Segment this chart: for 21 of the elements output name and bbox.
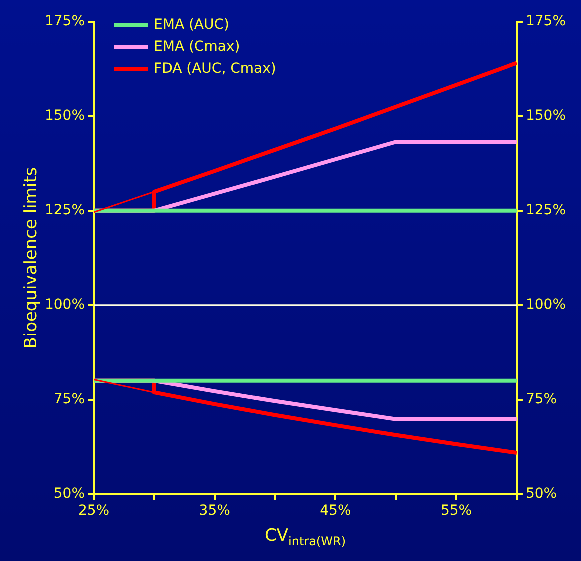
y2-tick-label: 175% — [526, 14, 566, 30]
y-tick-label: 50% — [54, 486, 86, 502]
y-tick-label: 175% — [44, 14, 86, 30]
y2-tick-label: 125% — [526, 202, 566, 219]
legend-label: EMA (AUC) — [154, 17, 230, 33]
y-axis-title: Bioequivalence limits — [21, 167, 42, 349]
x-tick-label: 35% — [199, 503, 230, 520]
y-tick-label: 100% — [44, 296, 86, 313]
x-axis-title: CV$_{intra(WR)}$ — [265, 526, 346, 549]
x-tick-label: 55% — [440, 503, 472, 520]
y-tick-label: 75% — [54, 391, 86, 408]
legend-label: EMA (Cmax) — [154, 39, 240, 55]
y2-tick-label: 50% — [526, 486, 558, 502]
legend-label: FDA (AUC, Cmax) — [154, 61, 276, 77]
x-tick-label: 45% — [320, 503, 352, 520]
y2-tick-label: 100% — [526, 296, 566, 313]
y-tick-label: 125% — [44, 202, 86, 219]
y2-tick-label: 75% — [526, 391, 558, 408]
y2-tick-label: 150% — [526, 108, 566, 124]
x-tick-label: 25% — [78, 503, 110, 520]
y-tick-label: 150% — [44, 108, 86, 124]
